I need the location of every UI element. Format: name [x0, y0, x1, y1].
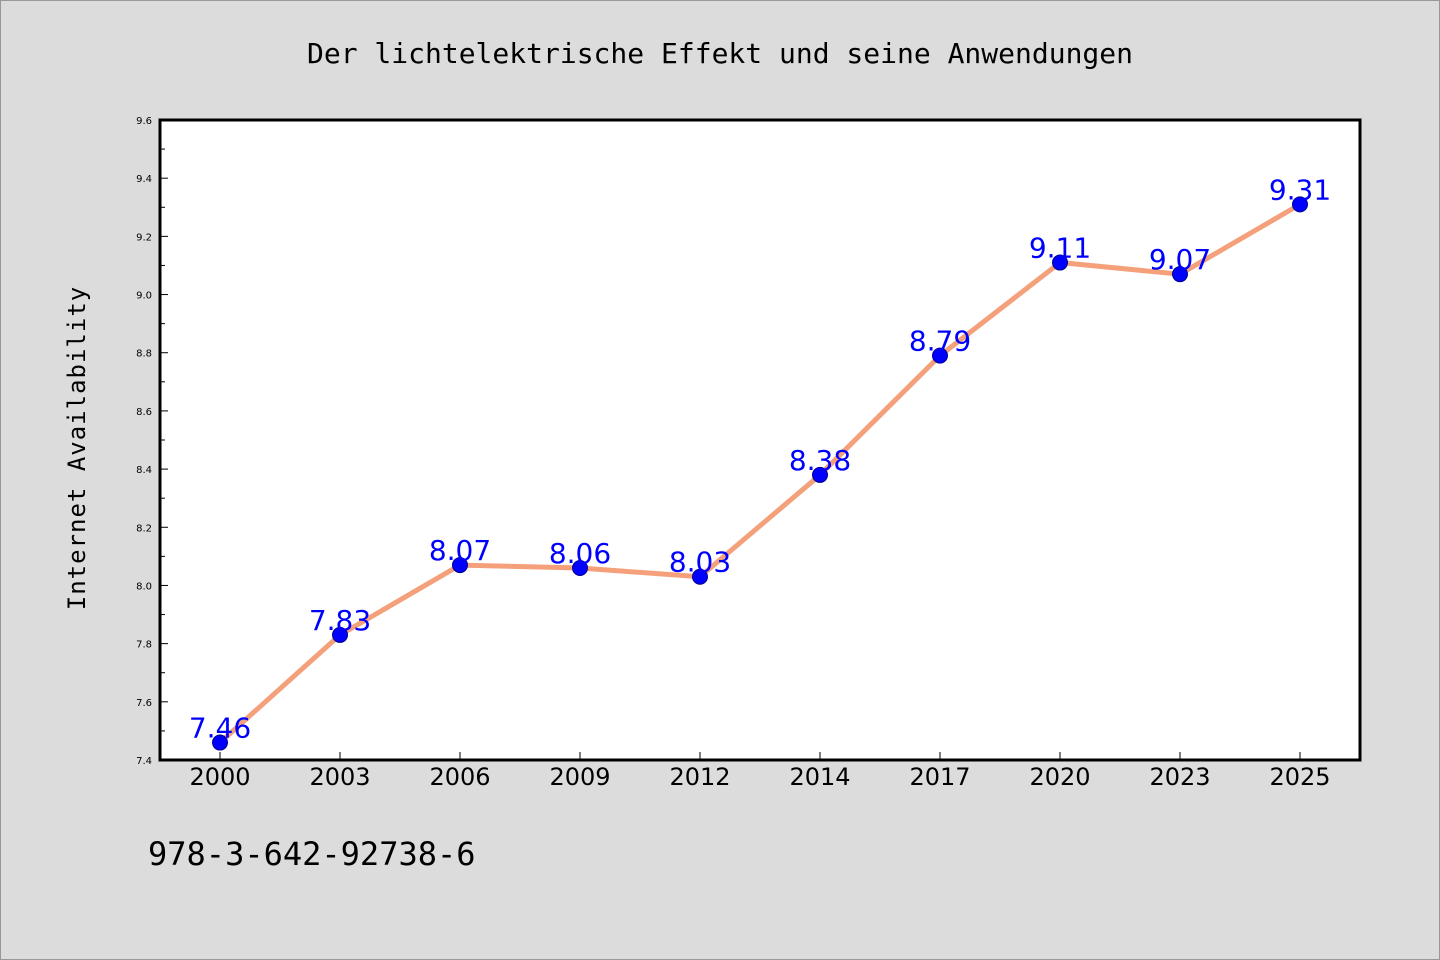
data-label: 8.79: [909, 325, 971, 358]
data-label: 7.83: [309, 604, 371, 637]
data-point: [1292, 196, 1308, 213]
y-tick-label: 9.0: [136, 291, 152, 302]
data-point: [1052, 254, 1068, 271]
x-axis-ticks: 2000 2003 2006 2009 2012 2014 2017 2020 2023 2025: [189, 752, 1331, 791]
x-tick-label: 2006: [429, 763, 490, 791]
chart-title: Der lichtelektrische Effekt und seine An…: [307, 37, 1133, 70]
y-tick-label: 9.2: [136, 232, 152, 243]
y-tick-label: 7.4: [136, 756, 152, 767]
data-label: 8.03: [669, 546, 731, 579]
y-tick-label: 9.6: [136, 116, 152, 127]
data-point: [1172, 266, 1188, 283]
data-point: [692, 568, 708, 585]
data-markers: [212, 196, 1308, 751]
data-label: 8.06: [549, 537, 611, 570]
y-tick-label: 7.8: [136, 640, 152, 651]
plot-area: [160, 120, 1360, 760]
x-tick-label: 2023: [1149, 763, 1210, 791]
data-series: [217, 201, 1303, 746]
data-label: 7.46: [189, 712, 251, 745]
data-label: 8.38: [789, 444, 851, 477]
x-tick-label: 2012: [669, 763, 730, 791]
data-point: [572, 560, 588, 576]
data-point: [932, 347, 948, 364]
x-tick-label: 2000: [189, 763, 250, 791]
y-axis-ticks: 7.4 7.6 7.8 8.0 8.2 8.4 8.6 8.8 9.0 9.2 9.4 9.6: [136, 116, 168, 767]
y-tick-label: 8.0: [136, 581, 152, 592]
x-tick-label: 2009: [549, 763, 610, 791]
plot-frame: [158, 118, 1362, 762]
series-line: [217, 201, 1303, 746]
x-tick-label: 2017: [909, 763, 970, 791]
footer-code: 978-3-642-92738-6: [148, 835, 476, 873]
x-tick-label: 2003: [309, 763, 370, 791]
x-tick-label: 2014: [789, 763, 850, 791]
y-tick-label: 8.2: [136, 523, 152, 534]
x-tick-label: 2025: [1269, 763, 1330, 791]
y-tick-label: 8.4: [136, 465, 152, 476]
data-labels: 7.46 7.83 8.07 8.06 8.03 8.38 8.79 9.11 9.07 9.31: [189, 173, 1331, 744]
data-label: 9.11: [1029, 232, 1091, 265]
y-tick-label: 8.8: [136, 349, 152, 360]
y-axis-label: Internet Availability: [63, 286, 91, 610]
y-tick-label: 7.6: [136, 698, 152, 709]
x-tick-label: 2020: [1029, 763, 1090, 791]
data-point: [332, 626, 348, 643]
data-point: [212, 734, 228, 751]
data-label: 9.31: [1269, 173, 1331, 206]
data-point: [812, 466, 828, 483]
data-point: [452, 557, 468, 574]
data-label: 8.07: [429, 534, 491, 567]
data-label: 9.07: [1149, 243, 1211, 276]
y-tick-label: 8.6: [136, 407, 152, 418]
y-tick-label: 9.4: [136, 174, 152, 185]
